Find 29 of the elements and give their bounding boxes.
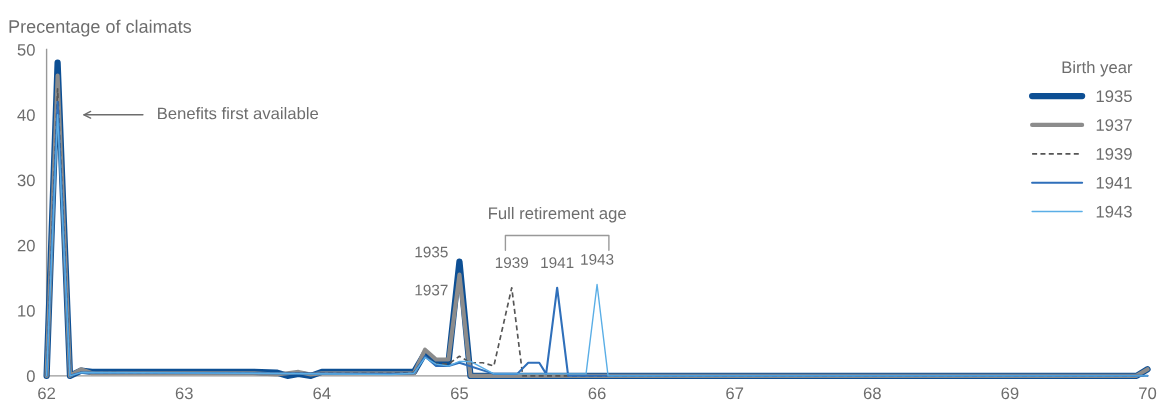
legend-title: Birth year [1062,60,1133,77]
x-tick-label: 68 [863,387,881,400]
y-tick-label: 30 [17,174,35,187]
legend-label: 1941 [1096,176,1132,189]
annotation: Benefits first available [158,107,319,120]
y-tick-label: 10 [18,304,35,317]
x-tick-label: 69 [1001,387,1019,400]
y-axis-title: Precentage of claimats [9,19,192,37]
x-tick-label: 65 [451,387,469,400]
x-tick-label: 67 [726,387,744,400]
annotation: 1943 [581,253,614,265]
y-tick-label: 0 [26,370,35,383]
legend-label: 1937 [1096,119,1132,131]
annotation: 1939 [495,257,529,269]
x-tick-label: 64 [313,387,331,400]
legend-label: 1935 [1096,90,1132,103]
x-tick-label: 63 [175,387,193,400]
x-tick-label: 62 [38,387,56,400]
y-tick-label: 20 [17,239,35,252]
x-tick-label: 66 [588,387,606,400]
x-tick-label: 70 [1139,387,1157,400]
y-tick-label: 40 [17,109,35,122]
y-tick-label: 50 [17,43,35,56]
annotation: 1937 [415,284,448,296]
annotation: Full retirement age [489,206,626,223]
legend-label: 1939 [1096,148,1132,160]
annotation: 1941 [541,257,574,269]
legend-label: 1943 [1096,205,1132,218]
annotation: 1935 [415,246,448,258]
